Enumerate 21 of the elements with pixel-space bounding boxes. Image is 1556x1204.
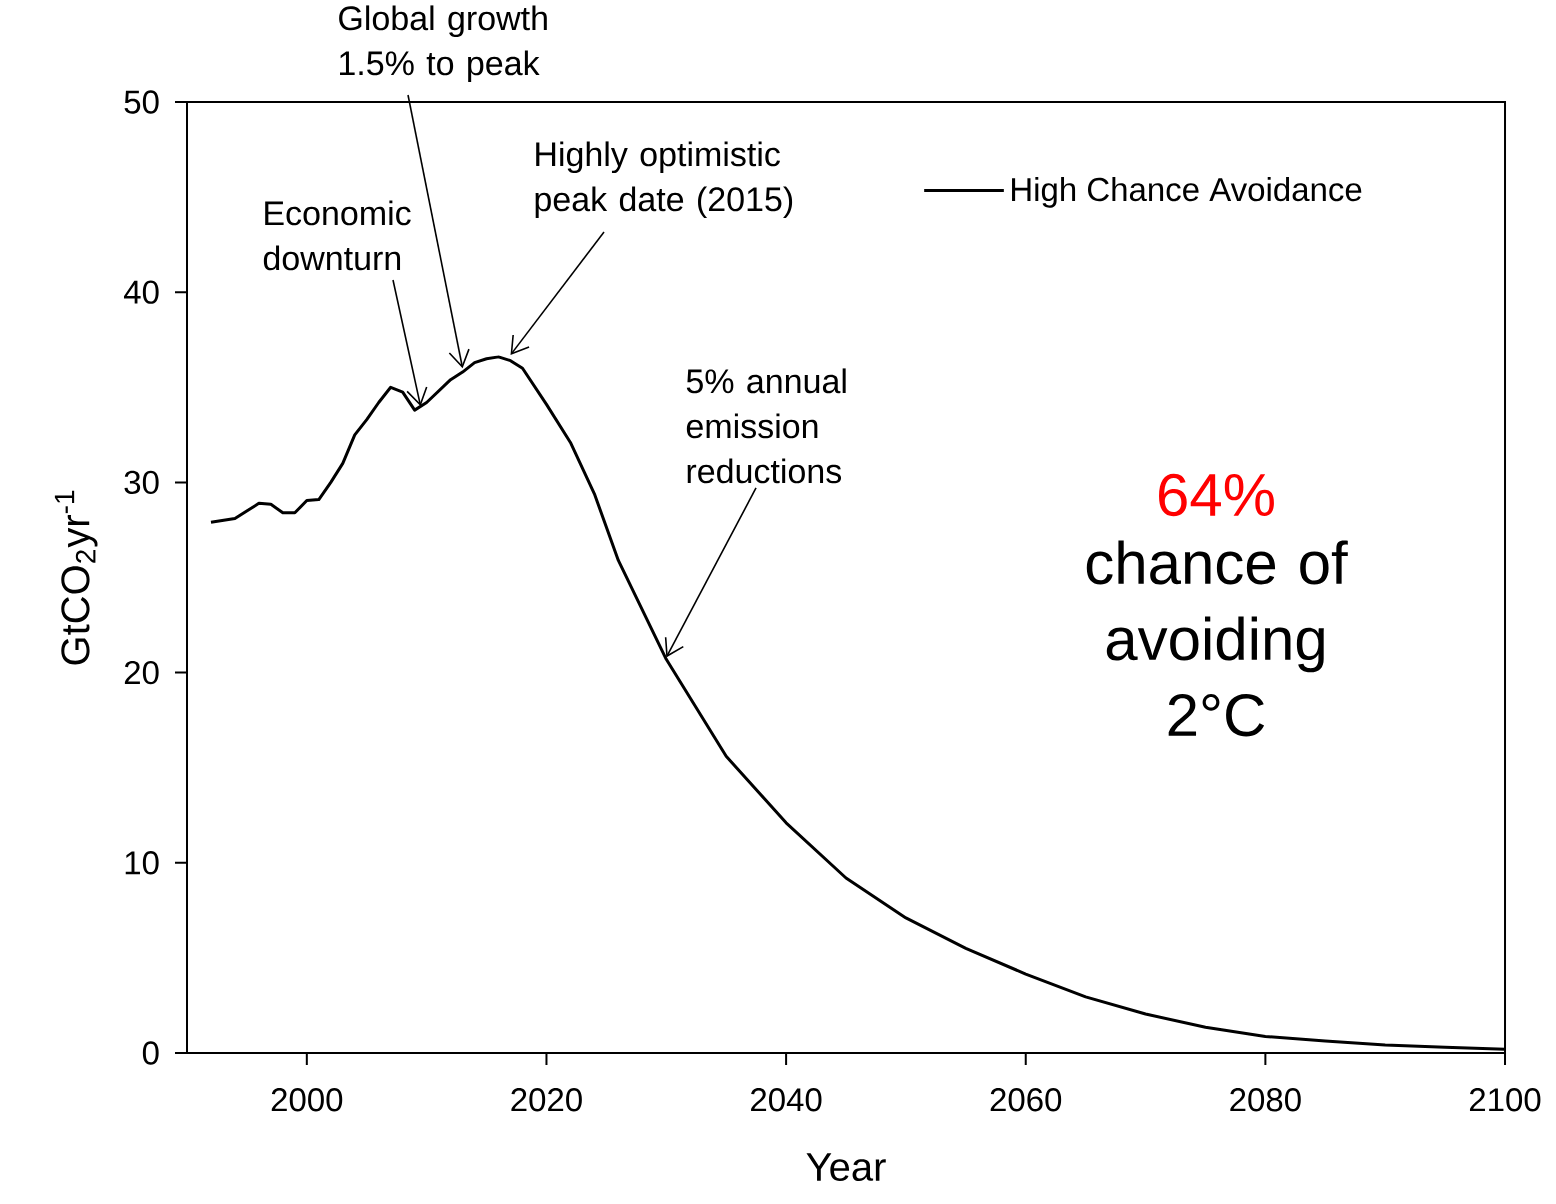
y-tick-label: 30 [124,470,159,495]
y-tick-label: 0 [142,1041,159,1065]
x-tick-label: 2080 [1230,1088,1301,1112]
y-axis-title: GtCO$_{2}$yr$^{-1}$ [54,490,98,665]
x-tick-label: 2040 [751,1088,822,1112]
annotation: Global growth 1.5% to peak [339,5,547,83]
annotation: chance of avoiding 2°C [1086,540,1348,737]
y-tick-label: 20 [124,660,159,685]
x-axis-title: Year [806,1153,886,1182]
x-tick-label: 2020 [511,1088,582,1112]
y-tick-label: 10 [125,851,159,875]
x-tick-label: 2000 [271,1088,343,1112]
y-tick-label: 40 [123,280,159,304]
legend-label: High Chance Avoidance [1012,176,1362,208]
annotation: Economic downturn [263,200,411,271]
annotation: 5% annual emission reductions [686,368,846,484]
x-tick-label: 2100 [1469,1088,1541,1112]
annotation: 64% [1159,473,1274,517]
annotation: Highly optimistic peak date (2015) [535,141,793,219]
y-tick-label: 50 [124,90,159,114]
x-tick-label: 2060 [990,1088,1062,1112]
